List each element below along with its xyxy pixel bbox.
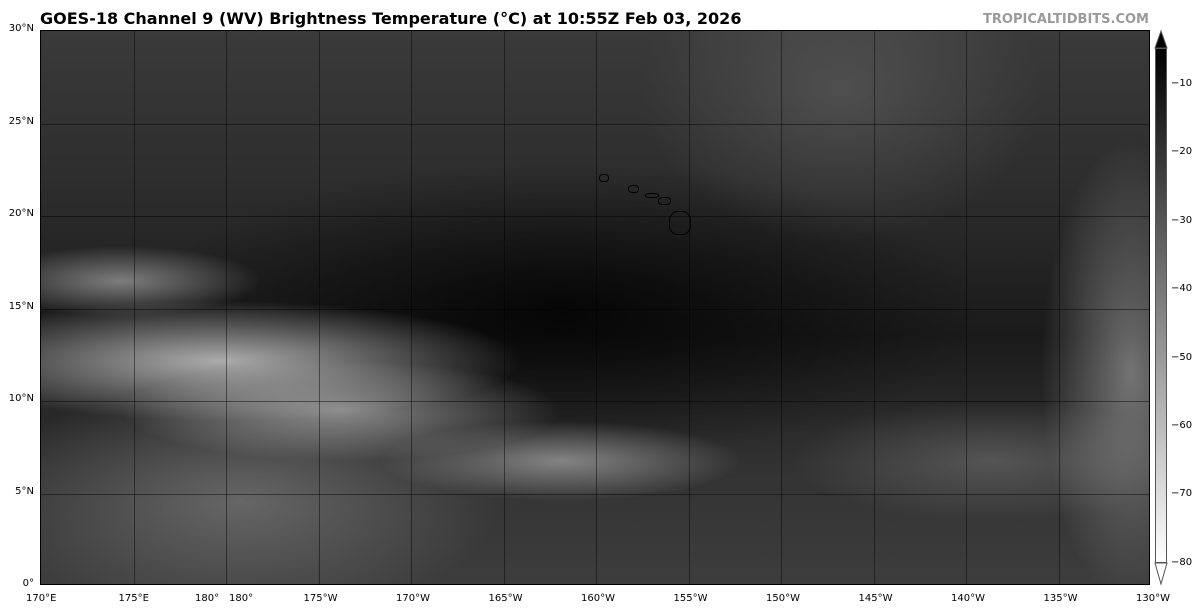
- lon-tick-label: 170°E: [26, 593, 57, 604]
- parallel-gridline: [41, 401, 1149, 402]
- lon-tick-label: 170°W: [396, 593, 430, 604]
- satellite-image: [40, 30, 1150, 585]
- colorbar-tick-label: −20: [1171, 146, 1193, 158]
- meridian-gridline: [503, 31, 505, 584]
- lon-tick-label: 155°W: [673, 593, 708, 604]
- molokai: [645, 193, 659, 198]
- lon-tick-label: 150°W: [766, 593, 800, 604]
- lon-tick-label: 140°W: [951, 593, 985, 604]
- meridian-gridline: [133, 31, 135, 584]
- lat-tick-label: 15°N: [8, 300, 34, 312]
- map-title: GOES-18 Channel 9 (WV) Brightness Temper…: [40, 9, 742, 28]
- meridian-gridline: [226, 31, 227, 584]
- colorbar-tick-label: −50: [1171, 351, 1193, 363]
- meridian-gridline: [318, 31, 320, 584]
- colorbar-tick-label: −60: [1171, 420, 1193, 431]
- maui: [658, 197, 671, 205]
- lon-tick-label: 180°: [229, 593, 254, 604]
- parallel-gridline: [41, 216, 1149, 217]
- meridian-gridline: [781, 31, 782, 584]
- lon-tick-label: 165°W: [488, 593, 523, 604]
- colorbar-tick-label: −80: [1171, 556, 1193, 568]
- lon-tick-label: 160°W: [581, 593, 615, 604]
- lon-tick-label: 135°W: [1043, 593, 1078, 604]
- lat-tick-label: 0°: [22, 578, 34, 589]
- brand-watermark: TROPICALTIDBITS.COM: [983, 12, 1149, 27]
- colorbar-tick-label: −10: [1171, 78, 1193, 89]
- lon-tick-label: 180°: [195, 593, 220, 604]
- lat-tick-label: 20°N: [8, 208, 34, 219]
- meridian-gridline: [1058, 31, 1060, 584]
- lat-tick-label: 10°N: [8, 393, 34, 404]
- parallel-gridline: [41, 308, 1149, 310]
- lon-tick-label: 130°W: [1136, 593, 1170, 604]
- meridian-gridline: [688, 31, 690, 584]
- meridian-gridline: [966, 31, 967, 584]
- colorbar-tick-label: −70: [1171, 488, 1193, 500]
- lon-tick-label: 175°W: [303, 593, 338, 604]
- kauai: [599, 174, 609, 182]
- meridian-gridline: [596, 31, 597, 584]
- meridian-gridline: [411, 31, 412, 584]
- oahu: [628, 185, 639, 193]
- parallel-gridline: [41, 493, 1149, 495]
- lat-tick-label: 30°N: [8, 23, 34, 34]
- lat-tick-label: 25°N: [8, 115, 34, 127]
- colorbar-tick-label: −40: [1171, 283, 1193, 295]
- hawaii-big-island: [669, 211, 691, 235]
- lat-tick-label: 5°N: [15, 485, 34, 497]
- parallel-gridline: [41, 123, 1149, 125]
- meridian-gridline: [873, 31, 875, 584]
- lon-tick-label: 145°W: [858, 593, 893, 604]
- colorbar-tick-label: −30: [1171, 214, 1193, 226]
- lon-tick-label: 175°E: [118, 593, 149, 604]
